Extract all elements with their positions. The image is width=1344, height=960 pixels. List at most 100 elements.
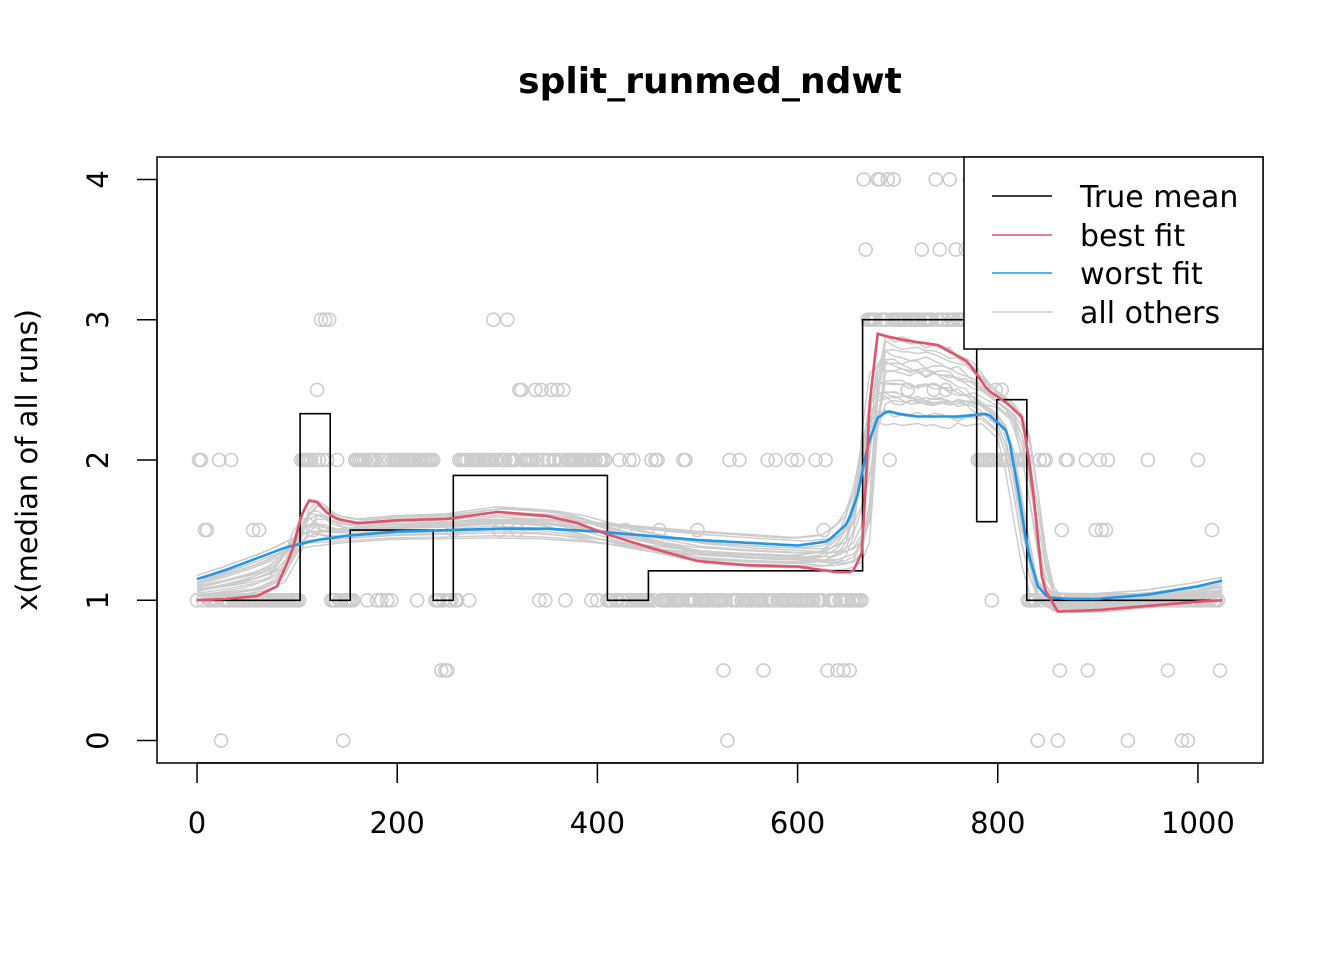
data-point <box>499 312 515 328</box>
data-point <box>782 592 797 608</box>
data-point <box>558 592 573 608</box>
data-point <box>716 663 731 678</box>
other-run-line <box>196 348 1223 602</box>
data-point <box>213 733 229 748</box>
data-point <box>820 663 835 678</box>
data-point <box>439 663 455 678</box>
data-point <box>992 452 1008 468</box>
data-point <box>489 452 505 468</box>
data-point <box>1204 522 1220 538</box>
data-point <box>369 592 385 608</box>
data-point <box>784 452 799 468</box>
data-point <box>984 592 1000 608</box>
data-point <box>1190 452 1206 468</box>
data-point <box>830 663 845 678</box>
data-point <box>872 172 888 187</box>
y-tick-label: 0 <box>81 731 115 749</box>
data-point <box>948 242 964 257</box>
data-point <box>371 452 387 468</box>
data-point <box>544 382 559 398</box>
data-point <box>461 592 477 608</box>
data-point <box>556 382 571 398</box>
data-point <box>626 452 641 468</box>
x-axis: 0 200 400 600 800 1000 <box>188 762 1235 840</box>
data-point <box>768 452 783 468</box>
data-point <box>554 452 569 468</box>
x-tick-label: 200 <box>370 806 425 840</box>
chart-title: split_runmed_ndwt <box>518 61 902 102</box>
best-fit-line <box>196 332 1223 613</box>
legend: True mean best fit worst fit all others <box>963 156 1264 350</box>
data-point <box>584 592 599 608</box>
data-point <box>886 172 902 187</box>
data-point <box>914 242 930 257</box>
data-point <box>1030 733 1046 748</box>
data-point <box>882 452 898 468</box>
data-point <box>317 312 333 328</box>
data-point <box>732 452 747 468</box>
data-point <box>688 592 703 608</box>
x-tick-label: 0 <box>188 806 206 840</box>
data-point <box>307 452 323 468</box>
data-point <box>828 592 843 608</box>
data-point <box>1212 663 1228 678</box>
data-point <box>313 312 329 328</box>
data-point <box>335 733 351 748</box>
data-point <box>407 452 423 468</box>
data-point <box>459 452 475 468</box>
data-point <box>986 452 1002 468</box>
other-run-line <box>196 390 1223 611</box>
main-series <box>196 318 1223 613</box>
data-point <box>1080 663 1096 678</box>
data-point <box>507 452 523 468</box>
data-point <box>319 452 335 468</box>
data-point <box>758 592 773 608</box>
y-axis: 0 1 2 3 4 <box>81 170 158 750</box>
data-point <box>223 452 239 468</box>
data-point <box>720 733 735 748</box>
data-point <box>1098 522 1114 538</box>
data-point <box>790 452 805 468</box>
data-point <box>808 452 823 468</box>
data-point <box>718 592 733 608</box>
data-point <box>880 172 896 187</box>
data-point <box>650 452 665 468</box>
data-point <box>858 242 873 257</box>
data-point <box>644 452 659 468</box>
data-point <box>1060 452 1076 468</box>
data-point <box>856 172 871 187</box>
legend-box <box>963 156 1264 350</box>
x-tick-label: 1000 <box>1161 806 1235 840</box>
legend-label-all-others: all others <box>1080 296 1220 331</box>
data-point <box>309 382 325 398</box>
data-point <box>942 172 958 187</box>
data-point <box>525 452 541 468</box>
data-point <box>1100 452 1116 468</box>
scatter-points <box>189 172 1228 748</box>
data-point <box>590 592 605 608</box>
data-point <box>622 452 637 468</box>
data-point <box>1054 522 1070 538</box>
data-point <box>674 592 689 608</box>
data-point <box>548 452 563 468</box>
data-point <box>245 522 261 538</box>
data-point <box>379 592 395 608</box>
data-point <box>1160 663 1176 678</box>
data-point <box>425 452 441 468</box>
data-point <box>485 312 501 328</box>
data-point <box>359 592 375 608</box>
data-point <box>529 452 545 468</box>
data-point <box>321 312 337 328</box>
data-point <box>373 592 389 608</box>
data-point <box>367 452 383 468</box>
data-point <box>1038 452 1054 468</box>
data-point <box>1174 733 1190 748</box>
data-point <box>818 452 833 468</box>
data-point <box>928 172 944 187</box>
legend-label-worst-fit: worst fit <box>1080 257 1203 292</box>
data-point <box>483 452 499 468</box>
data-point <box>678 452 693 468</box>
data-point <box>211 452 227 468</box>
data-point <box>550 382 565 398</box>
